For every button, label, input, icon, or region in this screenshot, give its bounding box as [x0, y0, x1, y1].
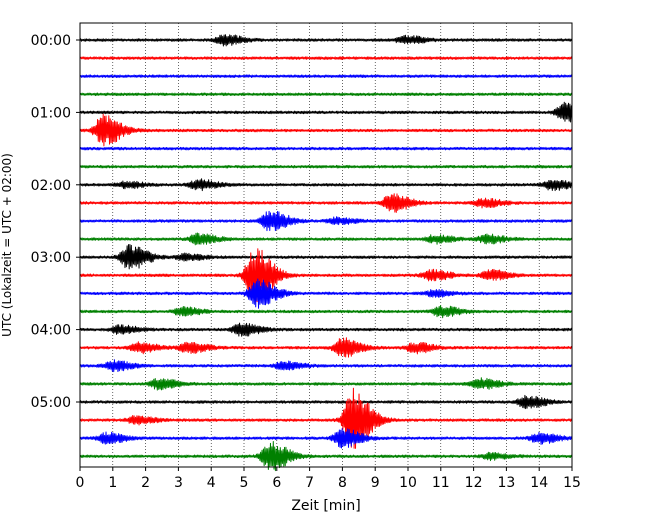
x-tick-label: 1	[108, 475, 117, 491]
trace-line	[79, 146, 573, 151]
trace-line	[79, 34, 573, 47]
x-tick-label: 15	[563, 475, 581, 491]
x-tick-label: 4	[207, 475, 216, 491]
seismic-traces	[79, 34, 573, 472]
plot-frame	[79, 22, 573, 468]
trace-line	[79, 178, 573, 192]
grid-lines	[112, 23, 540, 467]
x-tick-label: 10	[399, 475, 417, 491]
y-tick-label: 04:00	[31, 323, 71, 339]
y-tick-label: 02:00	[31, 178, 71, 194]
trace-line	[79, 322, 573, 337]
trace-line	[79, 387, 573, 449]
trace-line	[79, 337, 573, 358]
x-tick-label: 11	[432, 475, 450, 491]
x-tick-label: 3	[174, 475, 183, 491]
x-tick-label: 9	[371, 475, 380, 491]
x-tick-label: 6	[272, 475, 281, 491]
trace-line	[79, 428, 573, 449]
y-tick-label: 05:00	[31, 395, 71, 411]
x-axis-ticks: 0 1 2 3 4 5 6 7 8 9 10 11 12 13 14 15	[76, 467, 581, 491]
trace-line	[79, 377, 573, 391]
trace-line	[79, 232, 573, 246]
trace-line	[79, 113, 573, 147]
x-tick-label: 12	[465, 475, 483, 491]
y-axis-label: UTC (Lokalzeit = UTC + 02:00)	[0, 153, 14, 337]
trace-line	[79, 101, 573, 123]
trace-line	[79, 92, 573, 97]
trace-line	[79, 441, 573, 472]
x-tick-label: 5	[240, 475, 249, 491]
trace-line	[79, 74, 573, 78]
trace-line	[79, 56, 573, 60]
y-axis-ticks: 00:00 01:00 02:00 03:00 04:00 05:00	[31, 33, 80, 411]
trace-line	[79, 394, 573, 410]
trace-line	[79, 244, 573, 270]
trace-line	[79, 278, 573, 309]
trace-line	[79, 248, 573, 303]
x-tick-label: 13	[497, 475, 515, 491]
trace-line	[79, 305, 573, 319]
trace-line	[79, 193, 573, 213]
x-tick-label: 2	[141, 475, 150, 491]
x-tick-label: 14	[530, 475, 548, 491]
y-tick-label: 01:00	[31, 105, 71, 121]
x-tick-label: 0	[76, 475, 85, 491]
x-tick-label: 8	[338, 475, 347, 491]
trace-line	[79, 164, 573, 169]
x-axis-label: Zeit [min]	[291, 498, 360, 514]
trace-line	[79, 210, 573, 232]
x-tick-label: 7	[305, 475, 314, 491]
y-tick-label: 00:00	[31, 33, 71, 49]
y-tick-label: 03:00	[31, 250, 71, 266]
trace-line	[79, 359, 573, 373]
